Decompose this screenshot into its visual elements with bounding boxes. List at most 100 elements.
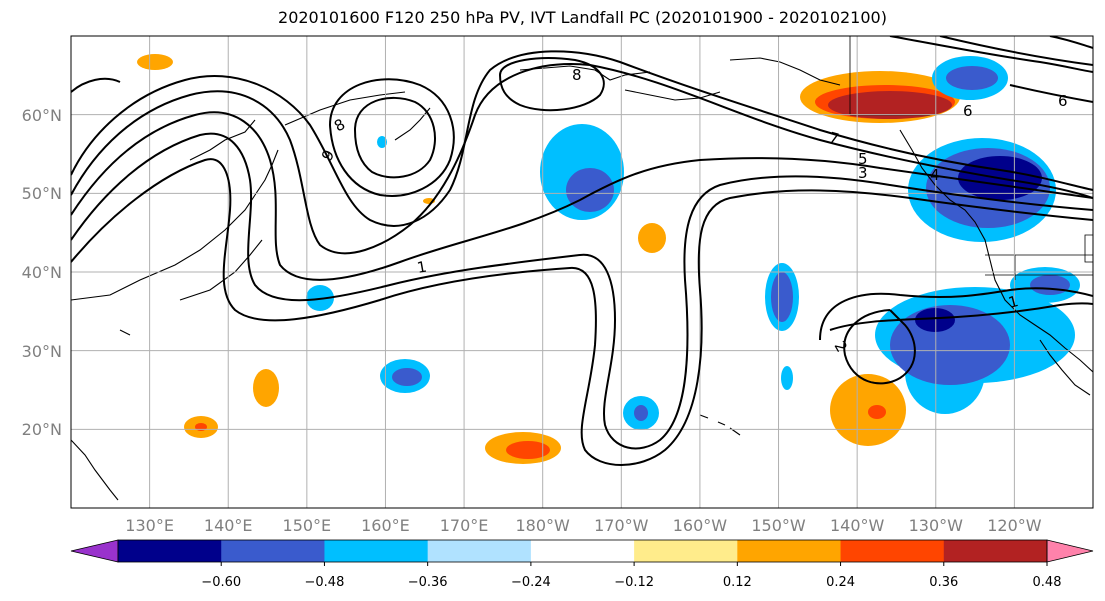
- contour-line: [889, 36, 1093, 73]
- lat-label: 40°N: [22, 263, 62, 282]
- fill-region: [915, 308, 955, 332]
- coastline: [899, 129, 1093, 373]
- map-area: 1 2 3 5 6 7 8 8 9 4 1 6: [71, 36, 1093, 508]
- coastline: [624, 89, 721, 101]
- colorbar-segment: [530, 540, 635, 562]
- contour-line: [1009, 84, 1093, 103]
- contour-label: 1: [416, 258, 429, 277]
- lon-label: 140°W: [830, 516, 885, 535]
- lon-label: 130°E: [125, 516, 174, 535]
- lon-label: 140°E: [204, 516, 253, 535]
- colorbar-segment: [427, 540, 532, 562]
- lat-label: 30°N: [22, 342, 62, 361]
- coastline: [71, 439, 119, 501]
- colorbar: −0.60 −0.48 −0.36 −0.24 −0.12 0.12 0.24 0.36 0.4…: [70, 539, 1094, 590]
- colorbar-segment: [943, 540, 1048, 562]
- coastline: [119, 329, 131, 336]
- fill-region: [638, 223, 666, 253]
- colorbar-segment: [221, 540, 325, 562]
- colorbar-extend-high: [1046, 539, 1094, 563]
- lat-label: 60°N: [22, 106, 62, 125]
- colorbar-tick-label: −0.24: [511, 575, 551, 590]
- lon-label: 180°W: [516, 516, 571, 535]
- border-line: [985, 254, 1093, 280]
- fill-region: [137, 54, 173, 70]
- colorbar-tick-label: −0.60: [201, 575, 241, 590]
- map-frame: [70, 35, 1094, 509]
- fill-region: [506, 441, 550, 459]
- contour-line: [71, 50, 1093, 227]
- fill-region: [253, 369, 279, 407]
- fill-region: [566, 168, 614, 212]
- colorbar-tick-label: 0.12: [723, 575, 752, 590]
- contour-line: [71, 63, 1093, 255]
- contour-line: [499, 57, 605, 112]
- longitude-labels: 130°E 140°E 150°E 160°E 170°E 180°W 170°W 160°W…: [125, 516, 1041, 535]
- coastline: [254, 149, 279, 196]
- contour-line: [71, 77, 121, 93]
- colorbar-segment: [737, 540, 842, 562]
- colorbar-tick-label: −0.36: [408, 575, 448, 590]
- contour-line: [939, 36, 1093, 66]
- lat-label: 50°N: [22, 184, 62, 203]
- colorbar-segment: [118, 540, 222, 562]
- contour-line: [71, 111, 1093, 281]
- fill-region: [392, 368, 422, 386]
- colorbar-segment: [840, 540, 945, 562]
- colorbar-segment: [324, 540, 429, 562]
- lat-label: 20°N: [22, 420, 62, 439]
- lon-label: 150°E: [283, 516, 332, 535]
- colorbar-tick-label: 0.36: [929, 575, 958, 590]
- contour-label: 6: [963, 102, 973, 120]
- contour-label: 4: [930, 166, 940, 184]
- fill-region: [377, 136, 387, 148]
- contour-label: 7: [827, 128, 841, 148]
- coastlines: [71, 36, 1093, 501]
- colorbar-segment: [634, 540, 738, 562]
- contour-line: [819, 287, 1093, 341]
- coastline: [189, 119, 256, 161]
- colorbar-frame: [117, 539, 1048, 563]
- fill-region: [634, 405, 648, 421]
- lon-label: 170°W: [594, 516, 649, 535]
- fill-region: [828, 91, 952, 119]
- coastline: [519, 65, 651, 81]
- colorbar-extend-low: [70, 539, 119, 563]
- contour-label: 3: [858, 164, 868, 182]
- latitude-labels: 20°N 30°N 40°N 50°N 60°N: [22, 106, 62, 439]
- gridlines: [71, 36, 1093, 508]
- contour-label: 6: [1058, 92, 1068, 110]
- contour-line: [329, 78, 455, 197]
- fill-region: [1030, 275, 1070, 295]
- contour-line: [71, 132, 1093, 450]
- contour-line: [71, 158, 1093, 466]
- border-line: [1084, 234, 1093, 263]
- contour-line: [1049, 36, 1093, 49]
- lon-label: 160°W: [673, 516, 728, 535]
- contour-label: 1: [1006, 292, 1020, 312]
- lon-label: 150°W: [751, 516, 806, 535]
- colorbar-tick-label: 0.24: [826, 575, 855, 590]
- coastline: [394, 107, 431, 141]
- fill-region: [946, 66, 998, 90]
- contour-label: 5: [858, 150, 868, 168]
- colorbar-tick-label: −0.12: [614, 575, 654, 590]
- fill-region: [868, 405, 886, 419]
- colorbar-tick-label: 0.48: [1033, 575, 1062, 590]
- map-title: 2020101600 F120 250 hPa PV, IVT Landfall…: [278, 8, 887, 27]
- coastline: [71, 194, 256, 301]
- fill-region: [830, 374, 906, 446]
- pv-contours: [71, 36, 1093, 466]
- lon-label: 160°E: [361, 516, 410, 535]
- coastline: [1039, 339, 1091, 396]
- fill-region: [781, 366, 793, 390]
- lon-label: 120°W: [987, 516, 1042, 535]
- contour-line: [354, 96, 436, 179]
- lon-label: 170°E: [440, 516, 489, 535]
- coastline: [729, 57, 841, 86]
- contour-line: [829, 302, 1093, 331]
- contour-label: 8: [572, 66, 582, 84]
- lon-label: 130°W: [909, 516, 964, 535]
- fill-region: [771, 272, 793, 322]
